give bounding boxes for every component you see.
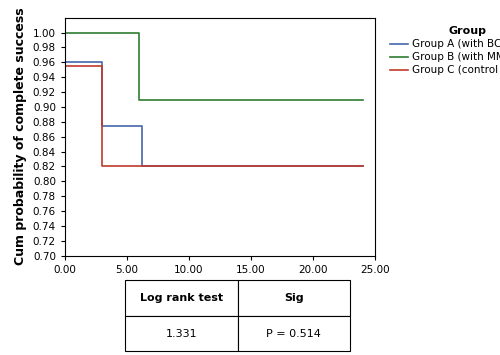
Legend: Group A (with BCECF-AM), Group B (with MMC), Group C (control group): Group A (with BCECF-AM), Group B (with M…	[386, 23, 500, 78]
X-axis label: Follow-up time (months): Follow-up time (months)	[134, 280, 306, 293]
Y-axis label: Cum probability of complete success: Cum probability of complete success	[14, 8, 28, 266]
